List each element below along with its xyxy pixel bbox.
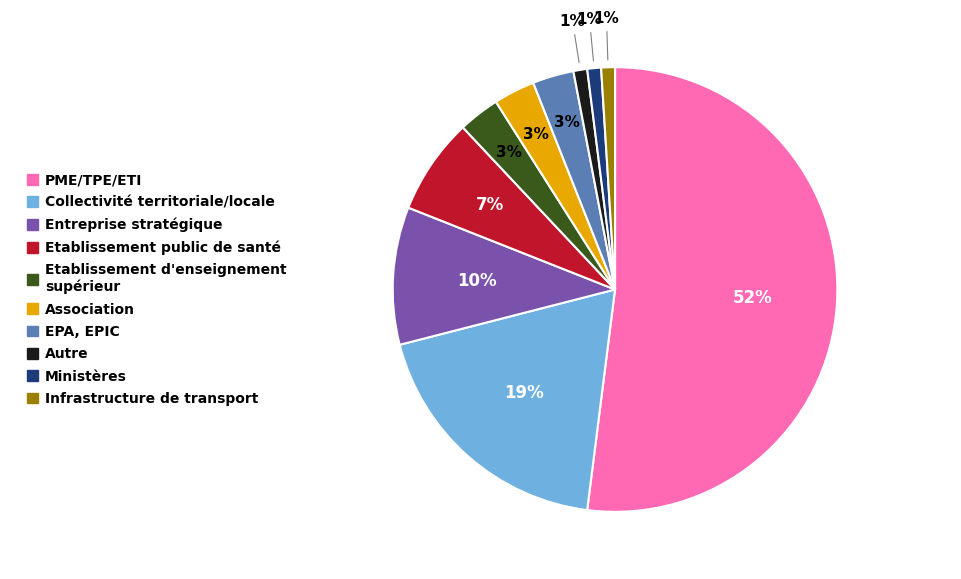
- Wedge shape: [587, 67, 837, 512]
- Legend: PME/TPE/ETI, Collectivité territoriale/locale, Entreprise stratégique, Etablisse: PME/TPE/ETI, Collectivité territoriale/l…: [21, 167, 292, 412]
- Text: 7%: 7%: [476, 196, 505, 214]
- Wedge shape: [400, 290, 615, 510]
- Wedge shape: [533, 71, 615, 290]
- Wedge shape: [463, 102, 615, 290]
- Wedge shape: [587, 68, 615, 290]
- Wedge shape: [393, 208, 615, 345]
- Text: 1%: 1%: [559, 14, 585, 63]
- Text: 3%: 3%: [524, 127, 550, 142]
- Wedge shape: [496, 83, 615, 290]
- Wedge shape: [408, 127, 615, 290]
- Wedge shape: [601, 67, 615, 290]
- Text: 3%: 3%: [554, 115, 579, 130]
- Text: 10%: 10%: [457, 272, 497, 290]
- Text: 1%: 1%: [594, 11, 620, 60]
- Text: 52%: 52%: [732, 289, 773, 307]
- Text: 3%: 3%: [496, 145, 522, 160]
- Wedge shape: [574, 69, 615, 290]
- Text: 1%: 1%: [577, 12, 603, 61]
- Text: 19%: 19%: [504, 384, 544, 402]
